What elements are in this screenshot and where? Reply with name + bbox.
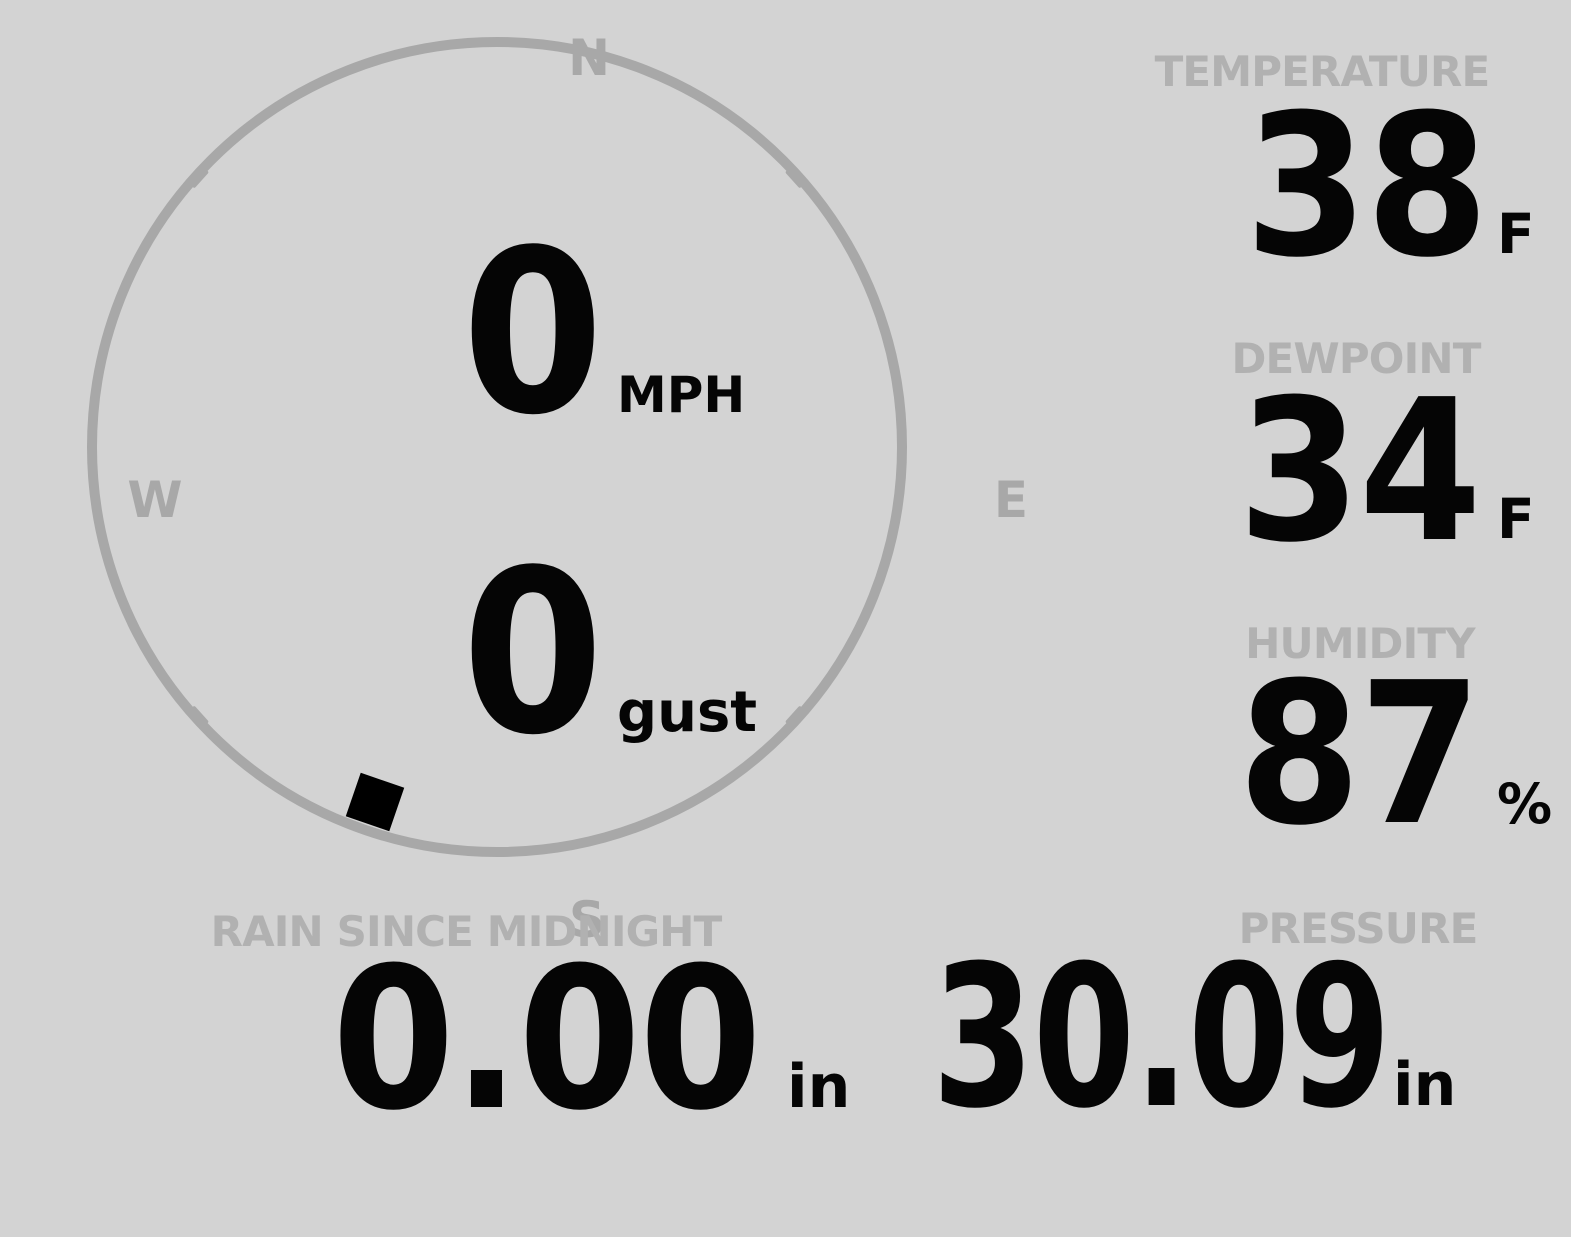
compass-label-north: N bbox=[568, 29, 610, 87]
compass-label-south: S bbox=[568, 891, 606, 949]
rain-unit: in bbox=[787, 1052, 851, 1122]
wind-gust-value: 0 bbox=[462, 522, 604, 785]
dewpoint-label: DEWPOINT bbox=[1231, 334, 1481, 383]
pressure-label: PRESSURE bbox=[1238, 904, 1479, 953]
wind-compass: N E S W 0 MPH 0 gust bbox=[87, 33, 1028, 945]
wind-gust-unit: gust bbox=[617, 680, 758, 745]
dewpoint-unit: F bbox=[1497, 487, 1535, 551]
pressure-value: 30.09 bbox=[932, 924, 1391, 1152]
temperature-value: 38 bbox=[1245, 73, 1489, 301]
compass-label-west: W bbox=[127, 471, 183, 529]
humidity-label: HUMIDITY bbox=[1245, 619, 1475, 668]
temperature-label: TEMPERATURE bbox=[1154, 47, 1491, 96]
compass-ring bbox=[87, 37, 907, 857]
wind-speed-value: 0 bbox=[462, 202, 604, 465]
rain-value: 0.00 bbox=[332, 926, 762, 1154]
humidity-value: 87 bbox=[1238, 641, 1482, 869]
wind-speed-unit: MPH bbox=[617, 366, 746, 424]
temperature-unit: F bbox=[1497, 202, 1535, 266]
rain-label: RAIN SINCE MIDNIGHT bbox=[210, 907, 723, 956]
pressure-unit: in bbox=[1393, 1050, 1457, 1120]
humidity-unit: % bbox=[1497, 772, 1553, 836]
dewpoint-value: 34 bbox=[1238, 358, 1482, 586]
compass-label-east: E bbox=[993, 471, 1029, 529]
